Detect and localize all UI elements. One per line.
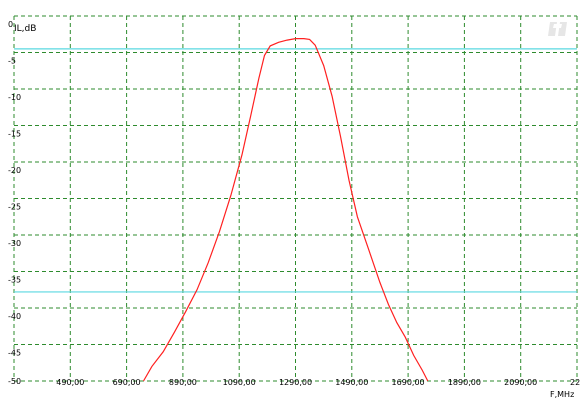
x-tick-label: 690,00	[113, 378, 141, 387]
y-tick-label: -15	[8, 130, 21, 139]
x-tick-label: 1690,00	[392, 378, 425, 387]
y-axis-label: IL,dB	[14, 24, 36, 34]
reference-lines	[14, 48, 577, 293]
y-tick-label: 0	[8, 20, 13, 29]
x-tick-label: 1490,00	[335, 378, 368, 387]
y-tick-label: -25	[8, 203, 21, 212]
y-tick-label: -45	[8, 349, 21, 358]
y-tick-label: -30	[8, 239, 21, 248]
series-layer	[142, 38, 429, 382]
x-tick-label: 1090,00	[223, 378, 256, 387]
watermark	[548, 22, 567, 36]
tick-labels: 0 -5 -10 -15 -20 -25 -30 -35 -40 -45 -50 490,00 690,…	[8, 20, 580, 387]
y-tick-label: -20	[8, 166, 21, 175]
x-tick-label: 490,00	[56, 378, 84, 387]
y-tick-label: -35	[8, 276, 21, 285]
x-tick-label: 890,00	[169, 378, 197, 387]
logo-mark-icon	[548, 22, 567, 36]
x-tick-label: 1890,00	[448, 378, 481, 387]
series-line	[142, 38, 429, 382]
grid-layer	[13, 15, 578, 382]
y-tick-label: -10	[8, 93, 21, 102]
y-tick-label: -5	[8, 57, 16, 66]
x-tick-label: 22	[570, 378, 580, 387]
y-tick-label: -40	[8, 312, 21, 321]
x-axis-label: F,MHz	[550, 390, 574, 398]
x-tick-label: 1290,00	[279, 378, 312, 387]
y-tick-label: -50	[8, 377, 21, 386]
x-tick-label: 2090,00	[504, 378, 537, 387]
